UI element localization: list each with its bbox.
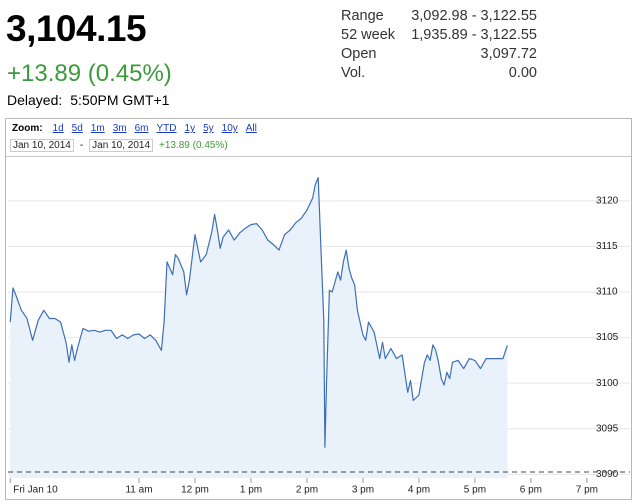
zoom-option[interactable]: 5y	[203, 123, 214, 134]
zoom-option[interactable]: 1d	[52, 123, 64, 134]
x-tick-label: 1 pm	[240, 485, 262, 496]
zoom-option[interactable]: 3m	[112, 123, 127, 134]
y-tick-label: 3105	[596, 332, 619, 343]
stat-label: Open	[341, 46, 377, 62]
y-tick-label: 3095	[596, 423, 619, 434]
zoom-bar: Zoom: 1d 5d 1m 3m 6m YTD 1y 5y 10y All	[12, 123, 257, 134]
zoom-option[interactable]: 5d	[71, 123, 83, 134]
stat-row: Range 3,092.98 - 3,122.55	[341, 8, 537, 27]
x-tick-label: 2 pm	[296, 485, 318, 496]
y-tick-label: 3115	[596, 241, 618, 252]
x-tick-label: 6 pm	[520, 485, 542, 496]
stat-value: 1,935.89 - 3,122.55	[411, 27, 537, 43]
zoom-option[interactable]: 1y	[184, 123, 196, 134]
date-to[interactable]: Jan 10, 2014	[89, 139, 153, 152]
stat-label: Vol.	[341, 65, 366, 81]
x-tick-label: 12 pm	[181, 485, 209, 496]
y-tick-label: 3120	[596, 195, 619, 206]
x-tick-label: 11 am	[125, 485, 152, 496]
stat-value: 3,092.98 - 3,122.55	[411, 8, 537, 24]
x-tick-label: 7 pm	[576, 485, 598, 496]
x-tick-label: 4 pm	[408, 485, 430, 496]
zoom-option[interactable]: All	[245, 123, 257, 134]
area	[10, 177, 508, 478]
date-from[interactable]: Jan 10, 2014	[10, 139, 74, 152]
y-tick-label: 3090	[596, 469, 619, 480]
y-tick-label: 3110	[596, 287, 618, 298]
y-tick-label: 3100	[596, 378, 619, 389]
price: 3,104.15	[6, 8, 147, 49]
stat-row: 52 week 1,935.89 - 3,122.55	[341, 27, 537, 46]
stat-label: 52 week	[341, 27, 396, 43]
stat-row: Vol. 0.00	[341, 65, 537, 84]
date-separator: -	[79, 140, 84, 151]
zoom-option[interactable]: 1m	[90, 123, 105, 134]
x-tick-label: 5 pm	[464, 485, 486, 496]
stat-label: Range	[341, 8, 384, 24]
stat-value: 3,097.72	[480, 46, 537, 62]
stats-table: Range 3,092.98 - 3,122.55 52 week 1,935.89 …	[341, 8, 537, 84]
stat-row: Open 3,097.72	[341, 46, 537, 65]
zoom-option[interactable]: 6m	[134, 123, 149, 134]
delayed-info: Delayed: 5:50PM GMT+1	[7, 92, 169, 108]
range-change: +13.89 (0.45%)	[159, 140, 228, 151]
price-change: +13.89 (0.45%)	[7, 60, 172, 87]
price-line	[9, 177, 508, 448]
zoom-option[interactable]: YTD	[156, 123, 177, 134]
zoom-option[interactable]: 10y	[221, 123, 238, 134]
x-tick-label: Fri Jan 10	[13, 485, 58, 496]
delayed-time: 5:50PM GMT+1	[70, 92, 170, 108]
stat-value: 0.00	[508, 65, 537, 81]
date-range: Jan 10, 2014 - Jan 10, 2014 +13.89 (0.45…	[10, 139, 228, 152]
x-tick-label: 3 pm	[352, 485, 374, 496]
delayed-label: Delayed:	[7, 92, 63, 108]
zoom-label: Zoom:	[12, 123, 43, 134]
